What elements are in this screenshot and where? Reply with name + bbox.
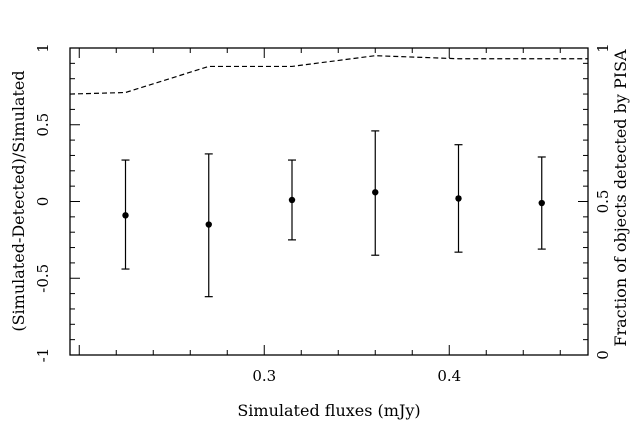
- y-tick-label: 1: [34, 43, 52, 53]
- detection-fraction-line: [69, 55, 588, 95]
- y-tick-label: 0: [34, 197, 52, 207]
- y-axis-label: (Simulated-Detected)/Simulated: [9, 70, 28, 331]
- x-axis-label: Simulated fluxes (mJy): [237, 401, 420, 420]
- y-tick-label: -0.5: [34, 264, 52, 293]
- x-tick-label: 0.3: [252, 367, 276, 385]
- ticks: [70, 47, 588, 356]
- y2-tick-label: 0.5: [594, 190, 612, 214]
- y-tick-label: -1: [34, 348, 52, 363]
- data-point: [205, 221, 212, 228]
- tick-labels: 0.3 0.4 -1 -0.5 0 0.5 1 0 0.5 1: [34, 43, 612, 385]
- plot-frame: [69, 47, 589, 356]
- y2-axis-label: Fraction of objects detected by PISA: [611, 49, 630, 347]
- data-point: [122, 212, 129, 219]
- data-marks: [69, 55, 588, 298]
- x-tick-label: 0.4: [437, 367, 461, 385]
- y2-tick-label: 0: [594, 350, 612, 360]
- data-point: [372, 189, 379, 196]
- data-point: [288, 196, 296, 204]
- y2-tick-label: 1: [594, 43, 612, 53]
- data-point: [538, 199, 545, 207]
- data-point: [455, 195, 462, 202]
- y-tick-label: 0.5: [34, 113, 52, 137]
